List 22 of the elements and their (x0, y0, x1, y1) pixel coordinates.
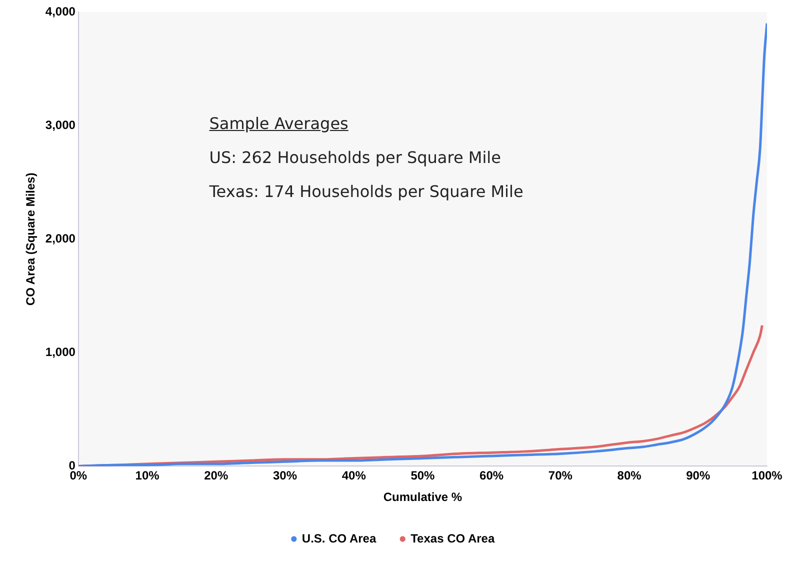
y-tick-label: 3,000 (45, 118, 76, 132)
x-tick-label: 20% (204, 468, 228, 483)
annotation: Sample Averages (209, 113, 350, 135)
x-axis-title: Cumulative % (383, 490, 462, 504)
x-tick-label: 40% (342, 468, 366, 483)
x-tick-label: 0% (70, 468, 88, 483)
x-tick-label: 100% (752, 468, 783, 483)
x-tick-label: 30% (272, 468, 298, 483)
annotation: US: 262 Households per Square Mile (209, 147, 502, 169)
legend-label: U.S. CO Area (302, 531, 376, 546)
x-tick-label: 50% (410, 468, 436, 483)
x-tick-label: 90% (686, 468, 710, 483)
y-tick-label: 2,000 (45, 231, 76, 246)
y-tick-label: 1,000 (45, 344, 76, 359)
x-tick-label: 80% (617, 468, 642, 483)
y-tick-label: 4,000 (45, 4, 76, 18)
x-tick-label: 10% (135, 468, 160, 483)
x-tick-label: 60% (480, 468, 504, 483)
x-tick-label: 70% (548, 468, 573, 483)
y-axis-title: CO Area (Square Miles) (24, 172, 38, 306)
annotation: Texas: 174 Households per Square Mile (209, 181, 524, 203)
legend-label: Texas CO Area (410, 531, 495, 546)
